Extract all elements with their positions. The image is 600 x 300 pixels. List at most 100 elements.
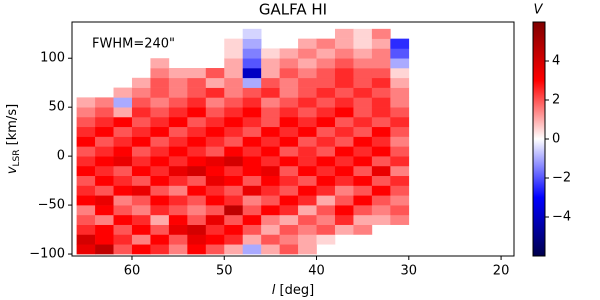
heatmap-cell (76, 185, 96, 196)
heatmap-cell (224, 205, 244, 216)
heatmap-cell (390, 68, 410, 79)
heatmap-cell (76, 195, 96, 206)
heatmap-cell (316, 38, 336, 49)
x-tick-label: 60 (124, 264, 141, 279)
heatmap-cell (242, 87, 262, 98)
heatmap-cell (371, 214, 391, 225)
heatmap-cell (279, 68, 299, 79)
heatmap-cell (168, 107, 188, 118)
heatmap-cell (168, 234, 188, 245)
heatmap-cell (298, 195, 317, 206)
heatmap-cell (168, 136, 188, 147)
heatmap-cell (131, 175, 151, 186)
heatmap-cell (261, 234, 280, 245)
heatmap-cell (371, 205, 391, 216)
y-tick-label: −50 (38, 198, 65, 213)
heatmap-cell (205, 116, 225, 128)
heatmap-cell (353, 28, 373, 39)
heatmap-cell (168, 185, 188, 196)
heatmap-cell (187, 68, 207, 79)
heatmap-cell (95, 146, 114, 157)
heatmap-cell (76, 156, 96, 167)
heatmap-cell (353, 38, 373, 49)
heatmap-cell (353, 185, 373, 196)
heatmap-cell (279, 234, 299, 245)
heatmap-cell (76, 107, 96, 118)
heatmap-cell (224, 244, 244, 255)
heatmap-cell (371, 38, 391, 49)
heatmap-cell (150, 185, 170, 196)
heatmap-cell (187, 97, 207, 108)
heatmap-cell (205, 165, 225, 177)
heatmap-cell (168, 97, 188, 108)
heatmap-cell (390, 77, 410, 88)
heatmap-cell (261, 175, 280, 186)
heatmap-cell (334, 38, 354, 49)
heatmap-cell (334, 68, 354, 79)
y-tick-label: 100 (40, 51, 65, 66)
heatmap-cell (242, 214, 262, 225)
heatmap-cell (279, 107, 299, 118)
colorbar-label: V (534, 3, 544, 18)
heatmap-cell (113, 116, 133, 128)
heatmap-cell (205, 234, 225, 245)
heatmap-cell (113, 214, 133, 225)
heatmap-cell (316, 58, 336, 69)
heatmap-cell (316, 175, 336, 186)
heatmap-cell (334, 156, 354, 167)
heatmap-cell (242, 136, 262, 147)
heatmap-cell (95, 195, 114, 206)
colorbar-tick-label: −2 (552, 171, 571, 186)
heatmap-cell (371, 28, 391, 39)
heatmap-cell (113, 156, 133, 167)
heatmap-cell (113, 175, 133, 186)
heatmap-cell (76, 175, 96, 186)
heatmap-cell (298, 185, 317, 196)
heatmap-cell (371, 175, 391, 186)
heatmap-cell (131, 205, 151, 216)
heatmap-cell (298, 175, 317, 186)
heatmap-cell (224, 195, 244, 206)
heatmap-cell (224, 48, 244, 59)
heatmap-cell (95, 224, 114, 235)
heatmap-cell (150, 146, 170, 157)
heatmap-cell (390, 175, 410, 186)
heatmap-cell (261, 156, 280, 167)
heatmap-cell (390, 38, 410, 49)
heatmap-cell (261, 146, 280, 157)
y-label-unit: [km/s] (5, 104, 20, 146)
heatmap-cell (224, 214, 244, 225)
heatmap-cell (298, 146, 317, 157)
heatmap-cell (353, 97, 373, 108)
heatmap-cell (371, 58, 391, 69)
x-tick-label: 50 (216, 264, 233, 279)
heatmap-cell (353, 136, 373, 147)
heatmap-cell (261, 58, 280, 69)
x-label-unit: [deg] (280, 283, 315, 298)
heatmap-cell (242, 126, 262, 137)
heatmap-cell (261, 97, 280, 108)
heatmap-cell (224, 97, 244, 108)
heatmap-cell (279, 165, 299, 177)
heatmap-cell (242, 234, 262, 245)
heatmap-cell (353, 87, 373, 98)
heatmap-cell (187, 224, 207, 235)
heatmap-cell (150, 224, 170, 235)
heatmap-cell (279, 136, 299, 147)
colorbar-tick-label: 2 (552, 93, 560, 108)
heatmap-cell (113, 244, 133, 255)
heatmap-cell (187, 136, 207, 147)
heatmap-cell (279, 244, 299, 255)
heatmap-cell (261, 165, 280, 177)
heatmap-cell (205, 195, 225, 206)
heatmap-cell (187, 165, 207, 177)
heatmap-cell (205, 136, 225, 147)
heatmap-cell (113, 224, 133, 235)
heatmap-cell (242, 48, 262, 59)
heatmap-cell (298, 205, 317, 216)
heatmap-cell (279, 97, 299, 108)
heatmap-cell (390, 48, 410, 59)
colorbar-tick-label: 4 (552, 54, 560, 69)
heatmap-cell (76, 97, 96, 108)
heatmap-cell (261, 214, 280, 225)
